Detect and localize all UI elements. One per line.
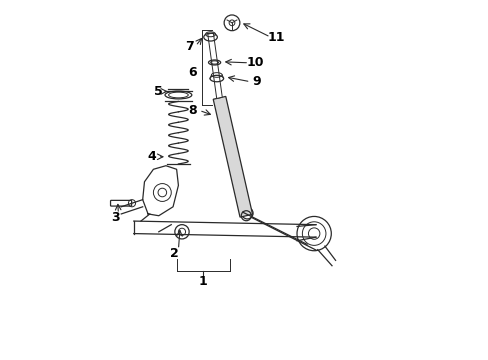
Text: 5: 5 [153, 85, 162, 98]
Text: 11: 11 [267, 31, 285, 44]
Text: 8: 8 [188, 104, 197, 117]
Polygon shape [207, 33, 222, 99]
Text: 2: 2 [170, 247, 179, 260]
Text: 6: 6 [188, 66, 197, 79]
Text: 1: 1 [199, 275, 207, 288]
Text: 7: 7 [184, 40, 193, 53]
Text: 3: 3 [111, 211, 120, 224]
Text: 4: 4 [147, 150, 156, 163]
Polygon shape [213, 96, 252, 217]
Text: 9: 9 [252, 75, 261, 88]
Text: 10: 10 [246, 56, 264, 69]
